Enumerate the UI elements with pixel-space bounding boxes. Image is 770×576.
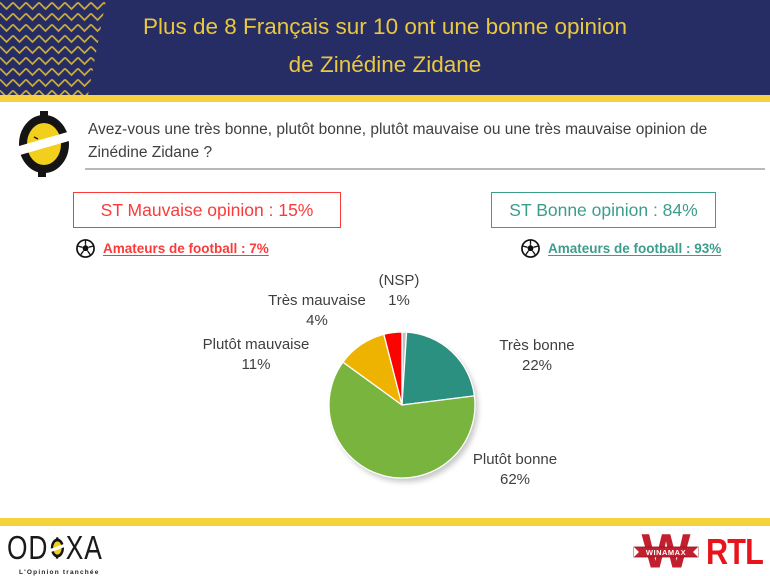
pie-label-nsp: (NSP) 1% bbox=[339, 271, 459, 311]
odoxa-text-right: XA bbox=[65, 529, 103, 566]
pie-label-plutot-mauvaise-text: Plutôt mauvaise bbox=[202, 336, 310, 353]
positive-summary-label: ST Bonne opinion : 84% bbox=[509, 199, 698, 220]
odoxa-wordmark: OD XA bbox=[7, 529, 103, 567]
chevron-pattern-decoration bbox=[0, 0, 106, 95]
negative-summary-box: ST Mauvaise opinion : 15% bbox=[73, 192, 341, 228]
pie-label-plutot-bonne-value: 62% bbox=[499, 471, 531, 488]
pie-label-tres-mauvaise-text: Très mauvaise bbox=[268, 292, 366, 309]
odoxa-tagline: L'Opinion tranchée bbox=[19, 569, 100, 576]
winamax-logo: W WINAMAX bbox=[633, 529, 699, 575]
pie-label-nsp-value: 1% bbox=[388, 292, 410, 309]
pie-label-plutot-mauvaise: Plutôt mauvaise 11% bbox=[171, 335, 341, 375]
winamax-banner-text: WINAMAX bbox=[646, 548, 686, 557]
pie-label-tres-bonne: Très bonne 22% bbox=[477, 336, 597, 376]
odoxa-o-icon-small bbox=[49, 537, 65, 559]
odoxa-o-icon bbox=[13, 111, 75, 177]
page-title-line2: de Zinédine Zidane bbox=[288, 52, 482, 77]
pie-label-tres-bonne-text: Très bonne bbox=[499, 337, 575, 354]
positive-football-row: Amateurs de football : 93% bbox=[521, 237, 721, 259]
pie-label-plutot-bonne: Plutôt bonne 62% bbox=[450, 450, 580, 490]
positive-football-label: Amateurs de football : 93% bbox=[548, 240, 722, 256]
pie-label-nsp-text: (NSP) bbox=[378, 272, 420, 289]
negative-football-label: Amateurs de football : 7% bbox=[103, 240, 269, 256]
negative-summary-label: ST Mauvaise opinion : 15% bbox=[100, 199, 314, 220]
footer-bar bbox=[0, 518, 770, 526]
negative-football-row: Amateurs de football : 7% bbox=[76, 237, 269, 259]
pie-slice-plut-t-bonne bbox=[328, 361, 476, 479]
odoxa-text-left: OD bbox=[7, 529, 49, 566]
football-icon bbox=[76, 238, 95, 258]
banner-underline bbox=[0, 95, 770, 102]
page-title-line1: Plus de 8 Français sur 10 ont une bonne … bbox=[142, 14, 628, 39]
pie-label-tres-bonne-value: 22% bbox=[521, 357, 553, 374]
odoxa-logo: OD XA L'Opinion tranchée bbox=[7, 529, 127, 576]
pie-slice-tr-s-mauvaise bbox=[383, 331, 403, 406]
page-title: Plus de 8 Français sur 10 ont une bonne … bbox=[0, 0, 770, 84]
pie-label-plutot-bonne-text: Plutôt bonne bbox=[472, 451, 558, 468]
pie-slice-tr-s-bonne bbox=[401, 331, 476, 406]
banner: Plus de 8 Français sur 10 ont une bonne … bbox=[0, 0, 770, 95]
pie-label-tres-mauvaise: Très mauvaise 4% bbox=[242, 291, 392, 331]
pie-label-plutot-mauvaise-value: 11% bbox=[241, 356, 271, 373]
rtl-logo: RTL bbox=[706, 531, 764, 572]
football-icon bbox=[521, 238, 540, 258]
pie-label-tres-mauvaise-value: 4% bbox=[306, 312, 328, 329]
question-divider bbox=[85, 168, 765, 170]
question-text: Avez-vous une très bonne, plutôt bonne, … bbox=[88, 121, 708, 161]
pie-chart bbox=[328, 331, 478, 482]
positive-summary-box: ST Bonne opinion : 84% bbox=[491, 192, 716, 228]
